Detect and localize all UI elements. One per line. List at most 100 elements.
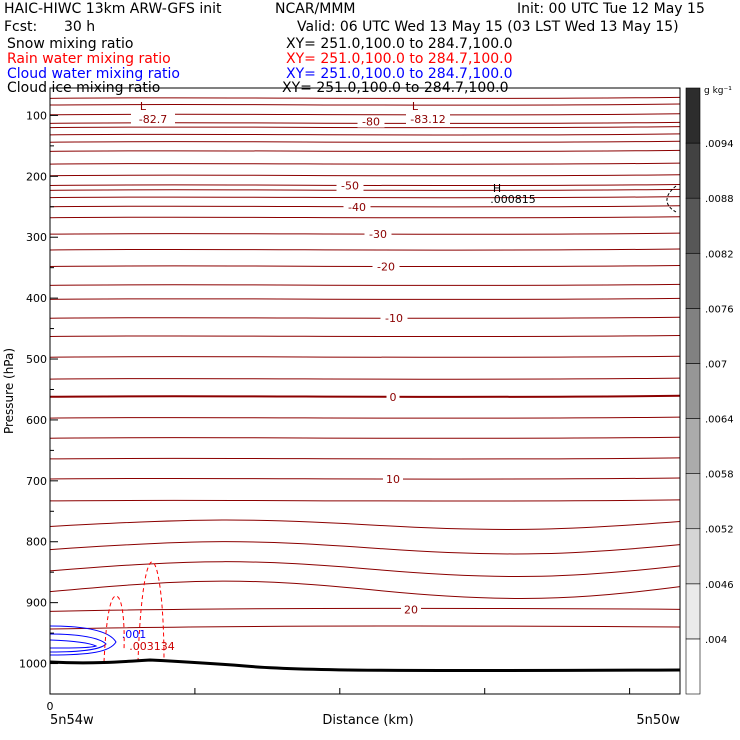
rain-label: .003134: [129, 640, 175, 653]
colorbar-tick-label: .0088: [705, 194, 734, 205]
x-left-label: 5n54w: [50, 713, 94, 728]
colorbar-unit: g kg⁻¹: [704, 86, 732, 96]
contour-label-bg: [380, 312, 408, 325]
temp-contour-line: [49, 174, 681, 177]
colorbar-tick-label: .0046: [705, 580, 734, 591]
temp-contour-line: [49, 196, 681, 199]
contour-label: -30: [369, 228, 387, 241]
plot-frame: [49, 87, 681, 695]
temp-contour-line: [49, 248, 681, 251]
colorbar-cell: [685, 418, 701, 474]
temp-contour-line: [49, 96, 681, 100]
temp-contour-line: [49, 334, 681, 338]
y-tick-label: 900: [26, 597, 47, 610]
temp-contour-line: [49, 140, 681, 143]
contour-label: -10: [385, 312, 403, 325]
extremum-value-bg: [406, 113, 450, 125]
y-tick-label: 700: [26, 475, 47, 488]
y-tick-label: 100: [26, 109, 47, 122]
temp-contour-line: [49, 216, 681, 219]
temp-contour-line: [49, 264, 681, 268]
y-tick-label: 800: [26, 536, 47, 549]
contour-label-bg: [372, 260, 400, 273]
contour-label-bg: [364, 228, 392, 241]
field-snow-name: Snow mixing ratio: [7, 36, 134, 52]
field-cloudwater-xy: XY= 251.0,100.0 to 284.7,100.0: [286, 66, 513, 82]
snow-contour: [666, 185, 677, 213]
model-title: HAIC-HIWC 13km ARW-GFS init: [4, 1, 222, 17]
temp-contour-line: [49, 283, 681, 286]
contour-label: -50: [341, 179, 359, 192]
temp-contour-line: [49, 126, 681, 129]
temp-contour-line: [49, 121, 681, 124]
init-time: Init: 00 UTC Tue 12 May 15: [517, 1, 705, 17]
colorbar-tick-label: .0052: [705, 525, 734, 536]
temp-contour-line: [49, 297, 681, 300]
x-right-label: 5n50w: [636, 713, 680, 728]
temp-contour-line: [49, 499, 681, 502]
colorbar-tick-label: .004: [705, 635, 727, 646]
colorbar-tick-label: .0064: [705, 415, 734, 426]
contour-label: 10: [386, 473, 400, 486]
org-label: NCAR/MMM: [275, 1, 356, 17]
contour-label: 20: [404, 603, 418, 616]
cloud-water-label: .001: [122, 628, 147, 641]
temp-contour-line: [49, 416, 681, 419]
temp-contour-line: [49, 377, 681, 380]
valid-time: Valid: 06 UTC Wed 13 May 15 (03 LST Wed …: [297, 19, 679, 35]
temp-contour-line: [49, 477, 681, 480]
cloud-water-contour: [49, 633, 107, 653]
y-tick-label: 600: [26, 414, 47, 427]
temp-contour-line: [49, 625, 681, 630]
temp-contour-line: [49, 232, 681, 235]
temp-contour-line: [49, 103, 681, 106]
rain-contour: [137, 561, 165, 663]
field-cloudwater-name: Cloud water mixing ratio: [7, 66, 180, 82]
contour-label-bg: [401, 603, 421, 616]
low-symbol: L: [140, 100, 147, 113]
field-rain-xy: XY= 251.0,100.0 to 284.7,100.0: [286, 51, 513, 67]
y-tick-label: 400: [26, 292, 47, 305]
temp-contour-line: [49, 355, 681, 358]
terrain-line: [49, 658, 681, 673]
low-value: -82.7: [139, 113, 167, 126]
hydrometeor-contours: H.000815 .001.003134: [49, 182, 681, 673]
snow-max-value: .000815: [490, 193, 536, 206]
cloud-water-contour: [49, 625, 117, 656]
contour-label-bg: [343, 200, 371, 213]
y-tick-label: 300: [26, 231, 47, 244]
temp-contour-line: [49, 183, 681, 187]
temp-contour-line: [49, 133, 681, 136]
colorbar-cell: [685, 363, 701, 419]
temp-contour-line: [49, 580, 681, 599]
contour-label: 0: [390, 391, 397, 404]
temp-contour-line: [49, 457, 681, 460]
low-symbol: L: [412, 100, 419, 113]
temp-contour-line: [49, 394, 681, 398]
contour-label: -80: [362, 115, 380, 128]
colorbar: .004 .0046 .0052 .0058 .0064 .007 .0076 .0082 .0…: [685, 86, 734, 695]
temp-contour-line: [49, 436, 681, 439]
colorbar-cell: [685, 528, 701, 585]
field-rain-name: Rain water mixing ratio: [7, 51, 171, 67]
colorbar-tick-label: .0076: [705, 304, 734, 315]
x-origin-label: 0: [47, 700, 54, 713]
colorbar-cell: [685, 638, 701, 695]
temp-contour-line: [49, 541, 681, 555]
y-tick-label: 1000: [19, 658, 47, 671]
colorbar-tick-label: .0058: [705, 470, 734, 481]
colorbar-cell: [685, 252, 701, 309]
y-axis-label: Pressure (hPa): [2, 348, 16, 434]
temp-contour-line: [49, 561, 681, 578]
extremum-value-bg: [131, 113, 175, 125]
contour-label-bg: [386, 390, 400, 403]
x-axis-label: Distance (km): [322, 713, 413, 728]
snow-max-symbol: H: [493, 182, 501, 195]
colorbar-tick-label: .0094: [705, 139, 734, 150]
temp-contour-line: [49, 316, 681, 319]
temp-contour-line: [49, 519, 681, 530]
temp-contour-line: [49, 188, 681, 191]
